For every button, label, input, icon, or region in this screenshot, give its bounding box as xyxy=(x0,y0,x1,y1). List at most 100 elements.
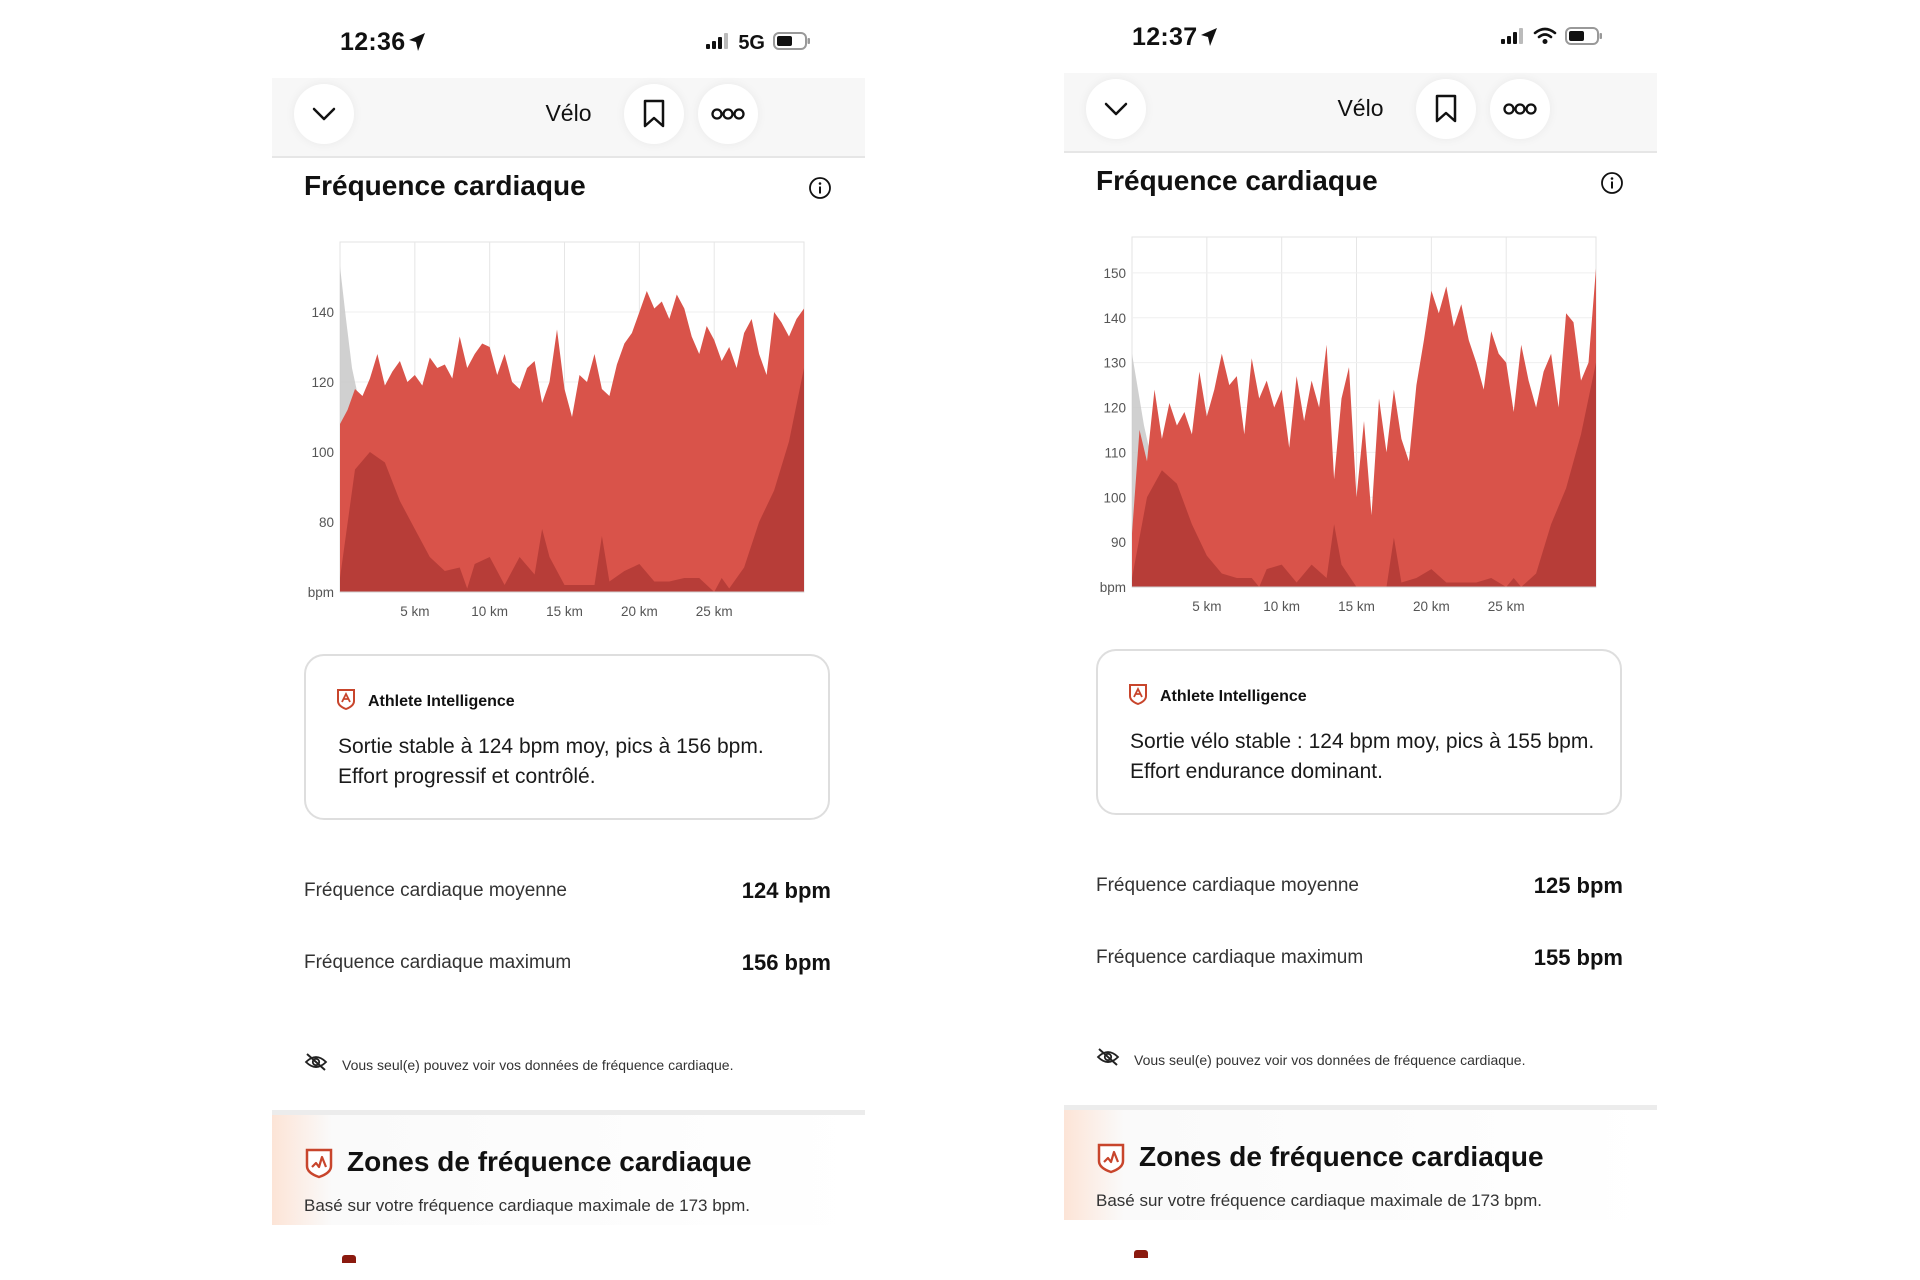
phone-screen-left: 12:36 5G Vélo xyxy=(272,0,865,1280)
battery-icon xyxy=(773,31,811,56)
nav-title: Vélo xyxy=(1337,95,1384,121)
section-title: Fréquence cardiaque xyxy=(304,170,586,201)
y-tick-label: 100 xyxy=(1103,490,1126,505)
ai-summary-text: Sortie vélo stable : 124 bpm moy, pics à… xyxy=(1130,730,1595,783)
signal-bars-icon xyxy=(706,33,730,54)
nav-title: Vélo xyxy=(545,100,592,126)
navigation-bar: Vélo xyxy=(1064,73,1657,153)
eye-slash-icon xyxy=(304,1052,328,1077)
privacy-notice: Vous seul(e) pouvez voir vos données de … xyxy=(304,1052,733,1077)
avg-heart-rate-value: 124 bpm xyxy=(741,878,831,903)
x-tick-label: 5 km xyxy=(1192,599,1221,614)
clock-time: 12:37 xyxy=(1132,23,1198,51)
section-divider xyxy=(272,1110,865,1115)
more-dots-icon xyxy=(711,108,745,120)
y-tick-label: 100 xyxy=(311,445,334,460)
y-tick-label: 150 xyxy=(1103,266,1126,281)
status-bar: 12:37 xyxy=(1064,0,1657,81)
avg-heart-rate-label: Fréquence cardiaque moyenne xyxy=(304,880,568,901)
ai-card-label: Athlete Intelligence xyxy=(1160,687,1307,705)
x-tick-label: 15 km xyxy=(1338,599,1375,614)
wifi-icon xyxy=(1533,27,1557,50)
max-heart-rate-label: Fréquence cardiaque maximum xyxy=(304,952,572,973)
max-heart-rate-value: 155 bpm xyxy=(1533,945,1623,970)
x-tick-label: 20 km xyxy=(621,604,658,619)
location-arrow-icon xyxy=(1200,27,1218,52)
heart-rate-chart: 140 120 100 80 bpm 5 km 10 km 15 km 20 km 25 km xyxy=(308,241,805,619)
zones-subtitle: Basé sur votre fréquence cardiaque maxim… xyxy=(304,1196,751,1215)
athlete-intelligence-icon xyxy=(1128,683,1148,710)
x-tick-label: 20 km xyxy=(1413,599,1450,614)
y-tick-label: 130 xyxy=(1103,356,1126,371)
info-icon[interactable] xyxy=(808,176,832,205)
phone-screen-right: 12:37 Vélo xyxy=(1064,0,1657,1280)
privacy-notice: Vous seul(e) pouvez voir vos données de … xyxy=(1096,1047,1525,1072)
x-tick-label: 10 km xyxy=(471,604,508,619)
athlete-intelligence-card: Athlete Intelligence Sortie stable à 124… xyxy=(304,654,830,820)
zones-title: Zones de fréquence cardiaque xyxy=(347,1146,752,1177)
x-tick-label: 25 km xyxy=(696,604,733,619)
location-arrow-icon xyxy=(408,32,426,57)
elevation-area xyxy=(1132,362,1596,587)
zones-subtitle: Basé sur votre fréquence cardiaque maxim… xyxy=(1096,1191,1543,1210)
y-tick-label: 140 xyxy=(1103,311,1126,326)
max-heart-rate-label: Fréquence cardiaque maximum xyxy=(1096,947,1364,968)
bookmark-button[interactable] xyxy=(624,84,684,144)
athlete-intelligence-card: Athlete Intelligence Sortie vélo stable … xyxy=(1096,649,1622,815)
x-tick-label: 25 km xyxy=(1488,599,1525,614)
collapse-button[interactable] xyxy=(294,84,354,144)
battery-icon xyxy=(1565,26,1603,51)
ai-card-header: Athlete Intelligence xyxy=(336,688,515,715)
chevron-down-icon xyxy=(312,107,336,121)
more-options-button[interactable] xyxy=(698,84,758,144)
status-icons: 5G xyxy=(706,31,811,56)
y-tick-label: 110 xyxy=(1104,445,1126,460)
x-tick-label: 15 km xyxy=(546,604,583,619)
navigation-bar: Vélo xyxy=(272,78,865,158)
ai-summary-text: Sortie stable à 124 bpm moy, pics à 156 … xyxy=(338,735,764,788)
bookmark-button[interactable] xyxy=(1416,79,1476,139)
y-tick-label: 120 xyxy=(1103,401,1126,416)
chevron-down-icon xyxy=(1104,102,1128,116)
zones-title: Zones de fréquence cardiaque xyxy=(1139,1141,1544,1172)
ai-card-header: Athlete Intelligence xyxy=(1128,683,1307,710)
zones-badge-icon xyxy=(304,1147,334,1184)
signal-bars-icon xyxy=(1501,28,1525,49)
status-icons xyxy=(1501,26,1603,51)
avg-heart-rate-value: 125 bpm xyxy=(1533,873,1623,898)
more-options-button[interactable] xyxy=(1490,79,1550,139)
y-tick-label: 80 xyxy=(319,515,334,530)
zone-bar-peek xyxy=(1134,1250,1148,1258)
bookmark-icon xyxy=(643,99,665,128)
y-axis-unit-label: bpm xyxy=(1100,580,1126,595)
x-tick-label: 5 km xyxy=(400,604,429,619)
clock-time: 12:36 xyxy=(340,28,406,56)
section-title: Fréquence cardiaque xyxy=(1096,165,1378,196)
more-dots-icon xyxy=(1503,103,1537,115)
status-bar: 12:36 5G xyxy=(272,0,865,86)
avg-heart-rate-label: Fréquence cardiaque moyenne xyxy=(1096,875,1360,896)
max-heart-rate-value: 156 bpm xyxy=(741,950,831,975)
athlete-intelligence-icon xyxy=(336,688,356,715)
y-tick-label: 140 xyxy=(311,305,334,320)
collapse-button[interactable] xyxy=(1086,79,1146,139)
bookmark-icon xyxy=(1435,94,1457,123)
privacy-text: Vous seul(e) pouvez voir vos données de … xyxy=(1134,1051,1526,1068)
zone-bar-peek xyxy=(342,1255,356,1263)
zones-header-background xyxy=(272,1115,865,1225)
y-tick-label: 90 xyxy=(1111,535,1126,550)
privacy-text: Vous seul(e) pouvez voir vos données de … xyxy=(342,1056,734,1073)
network-type-label: 5G xyxy=(738,32,765,54)
y-tick-label: 120 xyxy=(311,375,334,390)
ai-card-label: Athlete Intelligence xyxy=(368,692,515,710)
y-axis-unit-label: bpm xyxy=(308,585,334,600)
heart-rate-area xyxy=(340,291,804,592)
heart-rate-chart: 150 140 130 120 110 100 90 bpm 5 km 10 km 15 km 20 … xyxy=(1100,236,1597,614)
zones-badge-icon xyxy=(1096,1142,1126,1179)
zones-header-background xyxy=(1064,1110,1657,1220)
x-tick-label: 10 km xyxy=(1263,599,1300,614)
heart-rate-area xyxy=(1132,268,1596,587)
eye-slash-icon xyxy=(1096,1047,1120,1072)
info-icon[interactable] xyxy=(1600,171,1624,200)
elevation-area xyxy=(340,368,804,592)
